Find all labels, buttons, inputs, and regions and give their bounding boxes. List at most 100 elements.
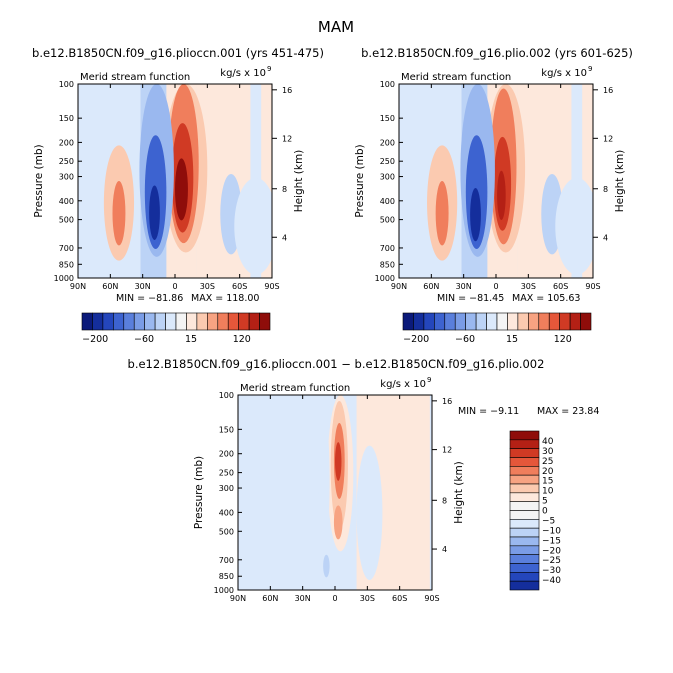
colorbar-tick-label: −60 — [455, 334, 475, 345]
y-tick-label: 300 — [380, 173, 395, 182]
panel-subtitle-left: Merid stream function — [401, 72, 511, 83]
plot-area — [78, 84, 272, 278]
y-tick-label: 150 — [219, 425, 234, 434]
panel-subtitle-right: kg/s x 10 — [380, 379, 426, 390]
max-label: MAX = 105.63 — [512, 293, 580, 304]
colorbar-tick-label: 120 — [554, 334, 572, 345]
contour-cell — [497, 170, 506, 220]
colorbar-tick-label: −200 — [82, 334, 108, 345]
y-tick-label: 300 — [59, 173, 74, 182]
colorbar-tick-label: −5 — [542, 516, 555, 526]
x-tick-label: 30N — [456, 282, 472, 291]
height-tick-label: 12 — [603, 134, 613, 143]
contour-cell — [435, 181, 449, 246]
colorbar-swatch — [569, 312, 581, 331]
colorbar-horizontal-right: −200 −60 15 120 — [402, 312, 592, 345]
colorbar-swatch — [113, 312, 125, 331]
x-tick-label: 90S — [585, 282, 600, 291]
min-label: MIN = −9.11 — [458, 406, 519, 417]
y-right-axis-title: Height (km) — [614, 150, 626, 213]
panel-subtitle-exponent: 9 — [267, 65, 271, 73]
colorbar-swatch — [509, 563, 540, 573]
colorbar-swatch — [509, 483, 540, 494]
colorbar-swatch — [454, 312, 466, 331]
colorbar-swatch — [248, 312, 260, 331]
y-right-axis-title: Height (km) — [293, 150, 305, 213]
colorbar-swatch — [238, 312, 250, 331]
x-tick-label: 30S — [360, 594, 375, 603]
colorbar-swatch — [509, 492, 540, 502]
height-tick-label: 8 — [603, 185, 608, 194]
colorbar-swatch — [475, 312, 487, 331]
colorbar-swatch — [259, 312, 271, 331]
colorbar-swatch — [509, 545, 540, 555]
x-tick-label: 30N — [135, 282, 151, 291]
y-tick-label: 700 — [380, 244, 395, 253]
y-axis-title: Pressure (mb) — [193, 456, 205, 529]
x-tick-label: 90N — [391, 282, 407, 291]
colorbar-tick-label: −200 — [403, 334, 429, 345]
contour-cell — [323, 554, 330, 578]
contour-cell — [333, 505, 343, 540]
contour-cell — [318, 412, 330, 551]
y-tick-label: 400 — [380, 197, 395, 206]
height-tick-label: 4 — [603, 233, 608, 242]
colorbar-tick-label: −25 — [542, 556, 561, 566]
y-tick-label: 1000 — [375, 274, 395, 283]
x-tick-label: 0 — [172, 282, 177, 291]
y-tick-label: 100 — [380, 80, 395, 89]
colorbar-swatch — [196, 312, 208, 331]
x-tick-label: 60N — [102, 282, 118, 291]
max-label: MAX = 118.00 — [191, 293, 259, 304]
colorbar-swatch — [227, 312, 239, 331]
colorbar-swatch — [509, 527, 540, 538]
colorbar-swatch — [144, 312, 156, 331]
colorbar-swatch — [548, 312, 560, 331]
colorbar-swatch — [509, 474, 540, 485]
y-tick-label: 1000 — [214, 586, 234, 595]
min-label: MIN = −81.45 — [437, 293, 504, 304]
colorbar-swatch — [186, 312, 198, 331]
height-tick-label: 12 — [282, 134, 292, 143]
min-label: MIN = −81.86 — [116, 293, 183, 304]
stream-function-panel-plio: 90N 60N 30N 0 30S 60S 90S 100 150 200 250 300 400 500… — [354, 65, 626, 304]
x-tick-label: 30S — [200, 282, 215, 291]
x-tick-label: 0 — [493, 282, 498, 291]
colorbar-swatch — [509, 501, 540, 511]
figure-suptitle: MAM — [318, 18, 354, 36]
colorbar-swatch — [486, 312, 498, 331]
colorbar-swatch — [92, 312, 104, 331]
plot-area — [238, 395, 432, 590]
height-tick-label: 16 — [442, 397, 452, 406]
colorbar-swatch — [580, 312, 592, 331]
colorbar-swatch — [509, 448, 540, 458]
colorbar-swatch — [509, 466, 540, 476]
y-tick-label: 250 — [380, 157, 395, 166]
diff-title: b.e12.B1850CN.f09_g16.plioccn.001 − b.e1… — [128, 357, 545, 371]
y-tick-label: 700 — [219, 556, 234, 565]
panel-subtitle-left: Merid stream function — [80, 72, 190, 83]
height-tick-label: 8 — [282, 185, 287, 194]
colorbar-tick-label: −60 — [134, 334, 154, 345]
contour-cell — [356, 445, 383, 581]
panel-2-title: b.e12.B1850CN.f09_g16.plio.002 (yrs 601-… — [361, 46, 633, 60]
height-tick-label: 16 — [282, 86, 292, 95]
height-tick-label: 8 — [442, 496, 447, 505]
contour-cell — [149, 185, 160, 240]
x-tick-label: 60N — [262, 594, 278, 603]
y-tick-label: 200 — [219, 450, 234, 459]
colorbar-tick-label: 30 — [542, 447, 554, 457]
colorbar-swatch — [217, 312, 229, 331]
y-tick-label: 200 — [59, 138, 74, 147]
y-tick-label: 250 — [59, 157, 74, 166]
background-cell — [582, 84, 593, 278]
colorbar-swatch — [509, 519, 540, 529]
colorbar-tick-label: 40 — [542, 437, 554, 447]
contour-cell — [175, 158, 188, 221]
colorbar-swatch — [123, 312, 135, 331]
colorbar-swatch — [509, 439, 540, 449]
colorbar-swatch — [444, 312, 456, 331]
colorbar-swatch — [434, 312, 446, 331]
stream-function-panel-plioccn: 90N 60N 30N 0 30S 60S 90S 100 150 200 250 300 400 500… — [33, 65, 305, 304]
colorbar-tick-label: 15 — [542, 477, 553, 487]
